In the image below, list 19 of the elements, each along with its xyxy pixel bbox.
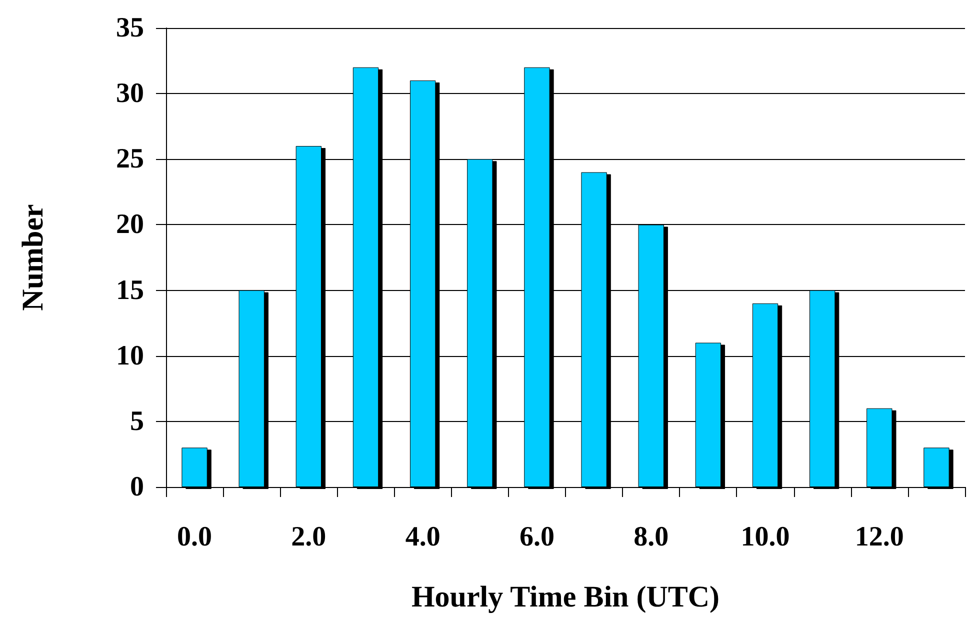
bar: [182, 448, 208, 487]
x-tick-label: 0.0: [177, 522, 212, 552]
x-axis-title: Hourly Time Bin (UTC): [411, 580, 720, 614]
y-tick-label: 30: [116, 78, 144, 110]
x-tick-label: 2.0: [291, 522, 326, 552]
x-tick-label: 4.0: [405, 522, 440, 552]
x-tick-label: 8.0: [634, 522, 669, 552]
y-tick-label: 15: [116, 274, 144, 306]
y-tick-label: 35: [116, 12, 144, 44]
y-tick-label: 25: [116, 144, 144, 175]
x-tick-label: 6.0: [519, 522, 554, 552]
bar: [924, 448, 950, 487]
y-tick-label: 0: [130, 472, 144, 502]
x-tick-label: 10.0: [740, 522, 790, 552]
y-axis-title: Number: [16, 204, 50, 311]
y-tick-label: 10: [116, 340, 144, 372]
x-tick-label: 12.0: [854, 522, 904, 552]
y-tick-label: 20: [116, 209, 144, 240]
y-tick-label: 5: [130, 406, 144, 437]
